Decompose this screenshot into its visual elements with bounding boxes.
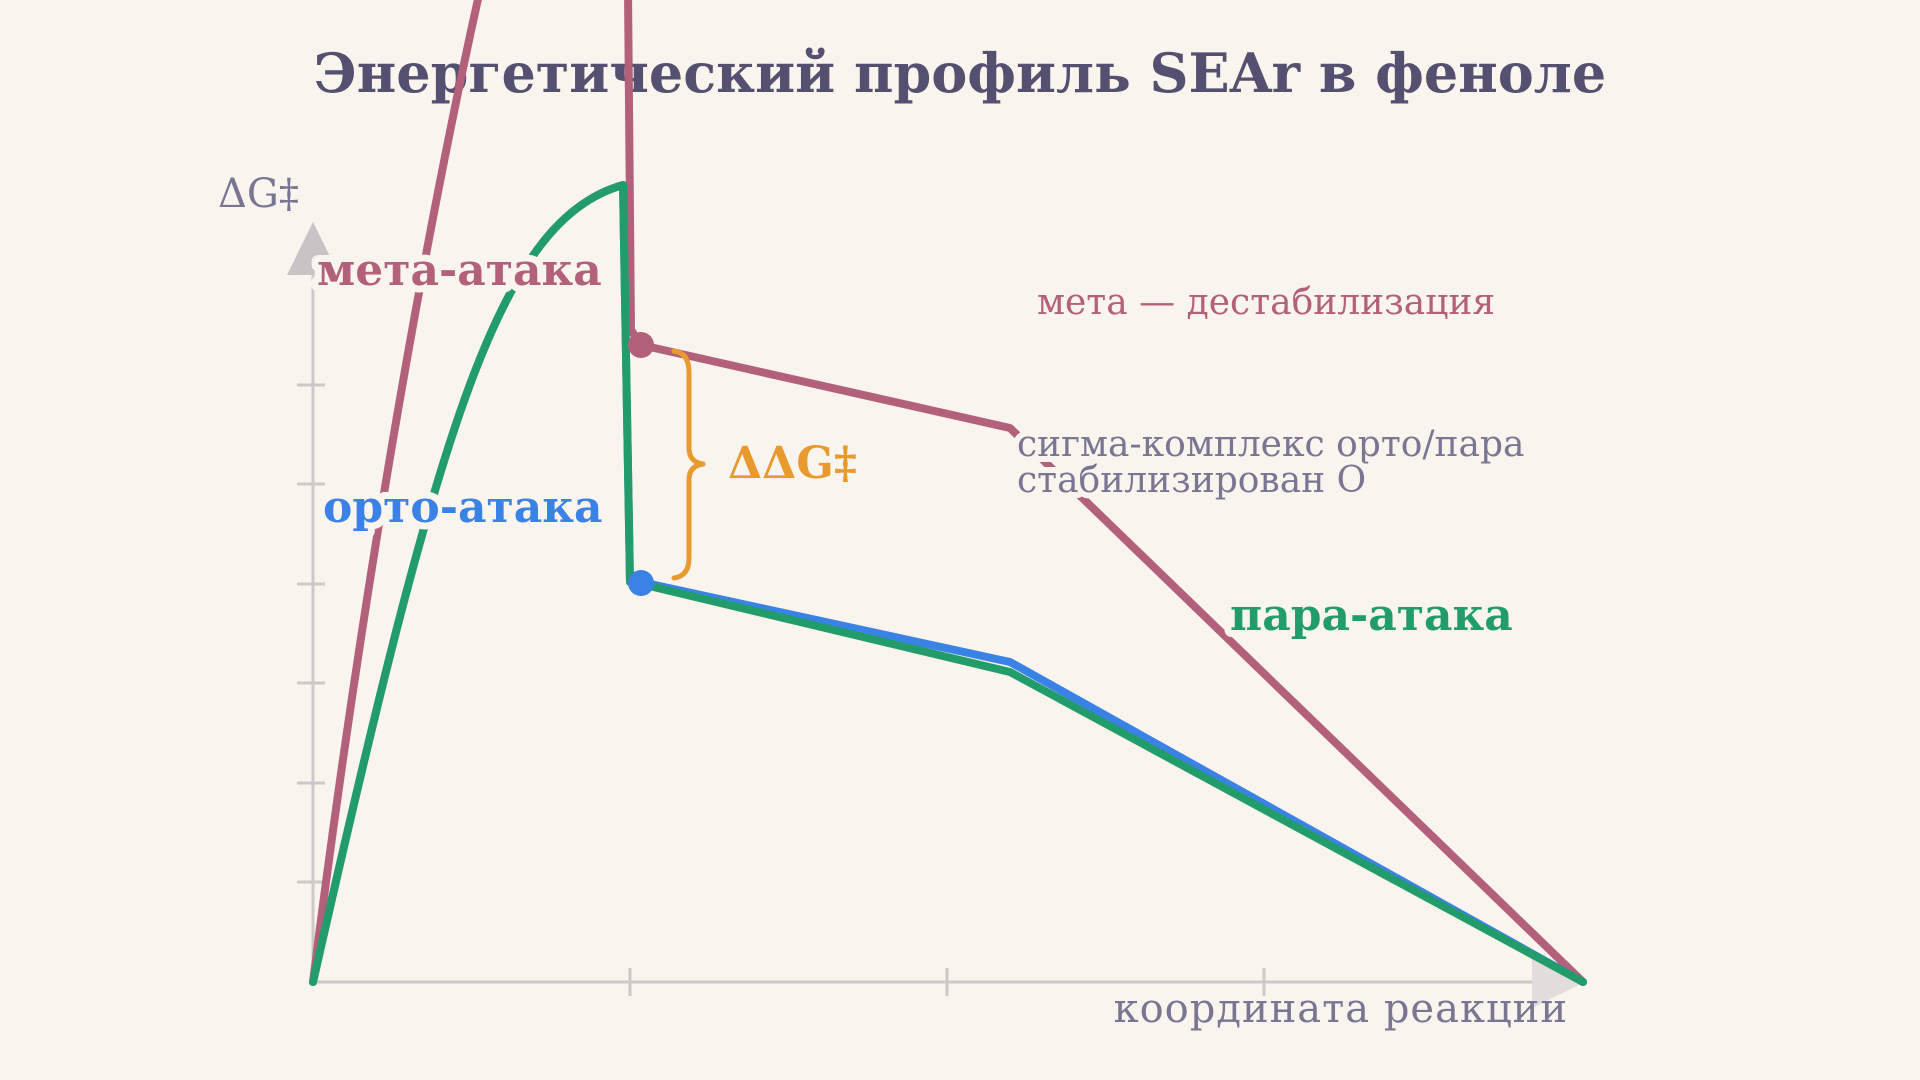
para-curve: [309, 181, 1587, 986]
x-axis-label: координата реакции: [1114, 986, 1568, 1032]
axes: ΔG‡ координата реакции: [218, 171, 1585, 1032]
delta-delta-g-label: ΔΔG‡: [728, 438, 857, 489]
meta-destabilization-note: мета — дестабилизация: [1037, 282, 1495, 323]
diagram-title: Энергетический профиль SEAr в феноле: [314, 41, 1606, 105]
ortho-intermediate-point: [628, 570, 654, 596]
meta-attack-label: мета-атака: [317, 245, 602, 296]
x-axis-arrowhead: [1532, 956, 1585, 1008]
delta-bracket: ΔΔG‡: [671, 348, 857, 581]
y-axis-label: ΔG‡: [218, 171, 299, 217]
meta-intermediate-point: [628, 332, 654, 358]
curly-brace: [671, 348, 706, 581]
series-labels: мета-атака орто-атака пара-атака: [310, 238, 1520, 648]
sigma-complex-note-line2: стабилизирован O: [1017, 460, 1366, 501]
ortho-attack-label: орто-атака: [323, 482, 603, 533]
sigma-complex-note-line1: сигма-комплекс орто/пара: [1017, 424, 1525, 465]
annotations: мета — дестабилизация сигма-комплекс орт…: [1011, 277, 1531, 507]
para-attack-label: пара-атака: [1230, 590, 1513, 641]
y-axis-arrowhead: [287, 222, 339, 275]
energy-curves: [309, 0, 1587, 986]
